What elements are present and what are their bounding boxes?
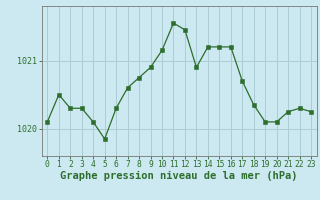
X-axis label: Graphe pression niveau de la mer (hPa): Graphe pression niveau de la mer (hPa) bbox=[60, 171, 298, 181]
